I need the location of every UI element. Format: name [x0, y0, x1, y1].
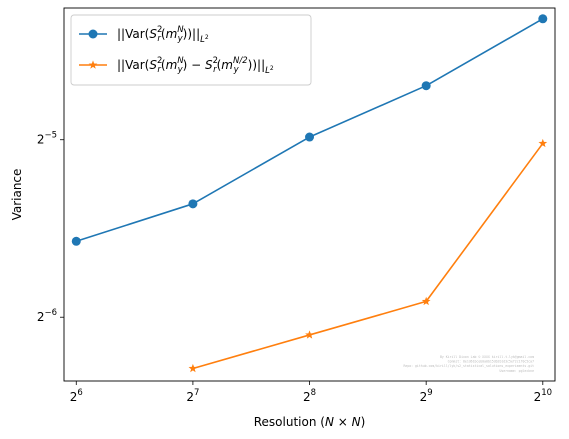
watermark: By Kirill Dixon Lab © XXXX kirill.t.lyk@…: [404, 355, 535, 373]
x-axis-label: Resolution (N × N): [254, 415, 366, 429]
watermark-line: Repo: github.com/kirill/lyk/s2_statistic…: [404, 364, 535, 368]
data-point: [538, 138, 548, 148]
x-tick-label: 210: [534, 388, 552, 404]
legend-entry-2: ||Var(S2 r(mN y) − S2 r(mN/2 y))||L2: [79, 56, 274, 76]
data-point: [188, 199, 198, 209]
x-tick-label: 26: [70, 388, 83, 404]
watermark-line: Commit: 8e1d61bceb0a0b15db2b1d3c5ef2c1f0…: [448, 360, 534, 364]
series-line: [192, 142, 544, 370]
data-point: [538, 14, 548, 24]
legend-entry-1: ||Var(S2 r(mN y))||L2: [79, 25, 209, 45]
legend-marker: [88, 60, 98, 69]
series-2: [188, 138, 548, 373]
x-tick-label: 29: [420, 388, 433, 404]
data-point: [188, 363, 198, 373]
data-point: [421, 296, 431, 306]
legend-label: ||Var(S2 r(mN y) − S2 r(mN/2 y))||L2: [117, 56, 274, 76]
data-point: [421, 81, 431, 91]
watermark-line: By Kirill Dixon Lab © XXXX kirill.t.lyk@…: [440, 355, 534, 359]
plot-area: 26 27 28 29 210 2−5 2−6 Resolution (N × N) Varia…: [10, 7, 556, 429]
x-tick-label: 28: [303, 388, 316, 404]
watermark-line: Username: pgleckne: [499, 369, 534, 373]
x-tick-label: 27: [186, 388, 199, 404]
data-point: [305, 132, 315, 142]
series-1: [71, 14, 548, 246]
y-tick-label: 2−5: [37, 131, 57, 147]
legend: ||Var(S2 r(mN y))||L2 ||Var(S2 r(mN y) − S2 r(…: [70, 14, 312, 86]
legend-marker: [88, 29, 98, 39]
y-tick-label: 2−6: [37, 308, 57, 324]
y-axis-label: Variance: [10, 169, 24, 221]
data-point: [71, 236, 81, 246]
data-point: [305, 330, 314, 339]
legend-label: ||Var(S2 r(mN y))||L2: [117, 25, 209, 45]
legend-frame: [70, 14, 312, 86]
